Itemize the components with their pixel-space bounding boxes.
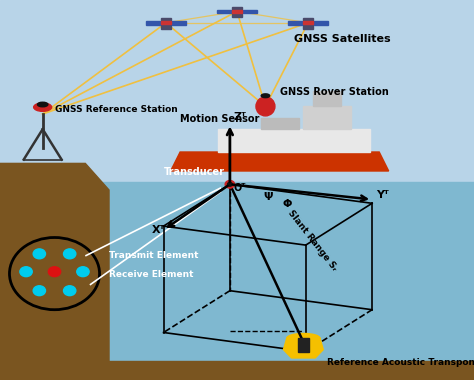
Text: Reference Acoustic Transponder: Reference Acoustic Transponder bbox=[327, 358, 474, 367]
Circle shape bbox=[48, 267, 61, 277]
Circle shape bbox=[64, 249, 76, 259]
Text: Motion Sensor: Motion Sensor bbox=[180, 114, 259, 124]
Bar bbox=[217, 10, 231, 13]
Bar bbox=[161, 18, 171, 28]
Text: GNSS Rover Station: GNSS Rover Station bbox=[280, 87, 388, 97]
Bar bbox=[303, 18, 313, 28]
Bar bbox=[314, 21, 328, 24]
Text: GNSS Satellites: GNSS Satellites bbox=[294, 34, 391, 44]
Circle shape bbox=[33, 286, 46, 296]
Text: Xᵀ: Xᵀ bbox=[152, 225, 165, 235]
Text: Oᵀ: Oᵀ bbox=[234, 183, 246, 193]
Text: Yᵀ: Yᵀ bbox=[376, 190, 389, 200]
Bar bbox=[232, 10, 242, 13]
Ellipse shape bbox=[34, 103, 52, 111]
Circle shape bbox=[9, 238, 100, 310]
Text: Φ: Φ bbox=[282, 199, 292, 209]
Ellipse shape bbox=[37, 102, 48, 107]
Bar bbox=[298, 338, 309, 352]
Circle shape bbox=[64, 286, 76, 296]
Bar bbox=[261, 118, 299, 129]
Bar bbox=[0, 0, 474, 182]
Bar bbox=[146, 21, 159, 24]
Bar bbox=[243, 10, 257, 13]
Polygon shape bbox=[0, 163, 109, 380]
Polygon shape bbox=[218, 129, 370, 152]
Text: Ψ: Ψ bbox=[263, 192, 273, 201]
Bar bbox=[232, 7, 242, 17]
Text: Zᵀ: Zᵀ bbox=[234, 112, 246, 122]
Bar bbox=[303, 106, 351, 129]
Polygon shape bbox=[283, 338, 323, 358]
Circle shape bbox=[228, 182, 232, 186]
Text: Transducer: Transducer bbox=[164, 167, 225, 177]
Bar bbox=[0, 361, 474, 380]
Polygon shape bbox=[171, 152, 389, 171]
Circle shape bbox=[33, 249, 46, 259]
Text: Receive Element: Receive Element bbox=[109, 271, 193, 279]
Bar bbox=[303, 21, 313, 24]
Bar bbox=[0, 182, 474, 361]
Ellipse shape bbox=[261, 94, 270, 98]
Circle shape bbox=[225, 180, 235, 188]
Text: Slant Range Sᵣ: Slant Range Sᵣ bbox=[285, 209, 338, 273]
Bar bbox=[288, 21, 301, 24]
Bar bbox=[161, 21, 171, 24]
Circle shape bbox=[20, 267, 32, 277]
Circle shape bbox=[77, 267, 89, 277]
Ellipse shape bbox=[256, 97, 275, 116]
Text: GNSS Reference Station: GNSS Reference Station bbox=[55, 105, 177, 114]
Bar bbox=[313, 91, 341, 106]
Text: Transmit Element: Transmit Element bbox=[109, 252, 199, 260]
Ellipse shape bbox=[287, 334, 320, 343]
Bar bbox=[173, 21, 186, 24]
